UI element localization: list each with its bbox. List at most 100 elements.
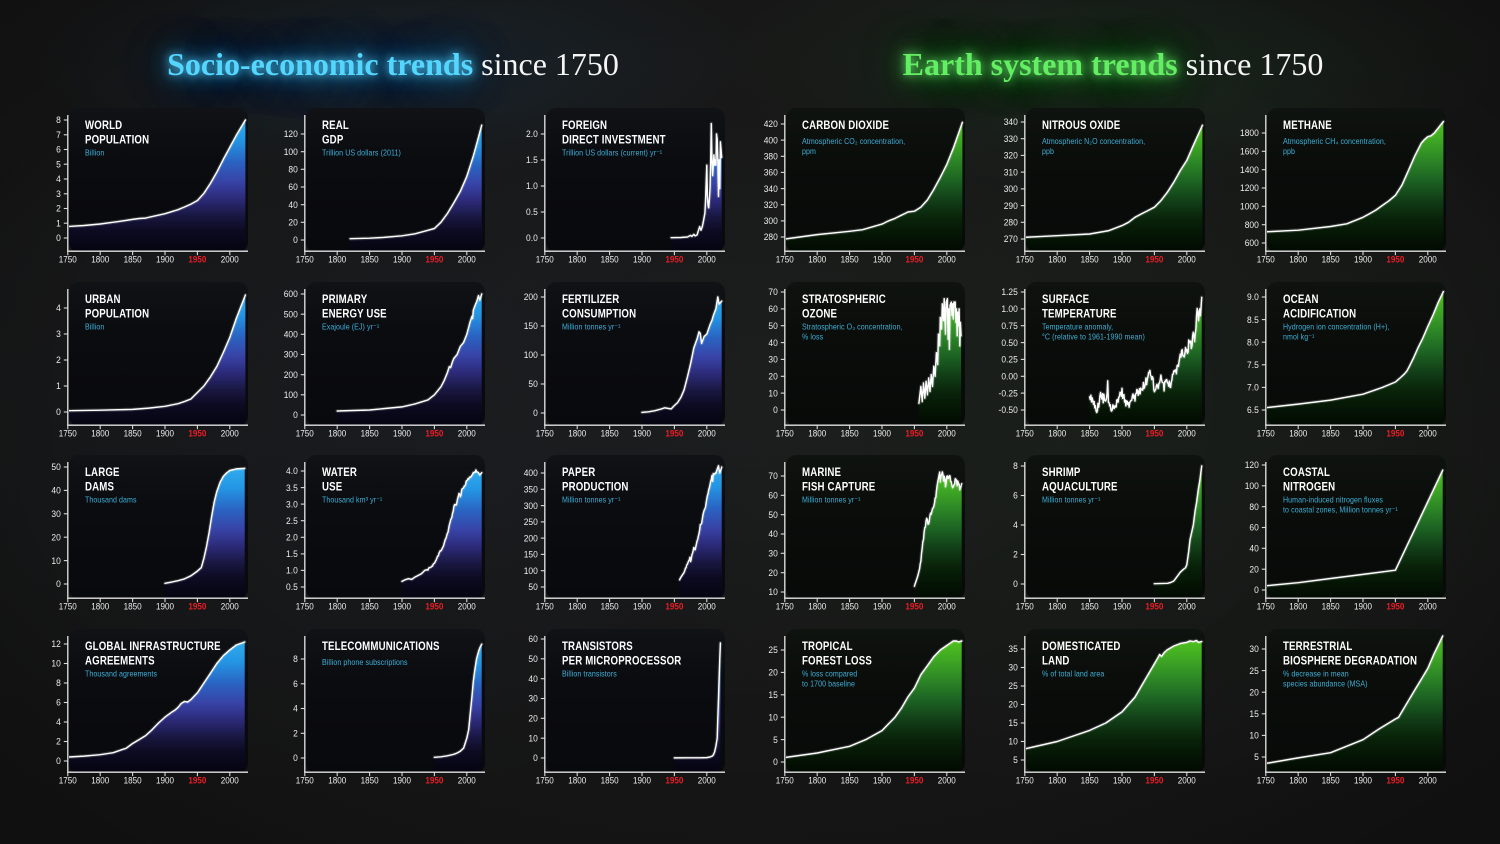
- svg-text:600: 600: [1244, 238, 1258, 248]
- svg-text:1850: 1850: [1080, 254, 1098, 265]
- svg-text:1950: 1950: [905, 601, 923, 612]
- svg-text:1800: 1800: [1289, 601, 1307, 612]
- svg-text:8.0: 8.0: [1247, 337, 1259, 347]
- svg-text:1750: 1750: [58, 601, 76, 612]
- svg-text:200: 200: [524, 291, 538, 301]
- svg-text:% loss compared: % loss compared: [802, 669, 857, 679]
- svg-text:25: 25: [1249, 665, 1258, 675]
- svg-text:1750: 1750: [1256, 601, 1274, 612]
- svg-text:1: 1: [56, 380, 61, 390]
- svg-text:420: 420: [763, 119, 777, 129]
- svg-text:0: 0: [293, 409, 298, 419]
- svg-text:1750: 1750: [536, 254, 554, 265]
- svg-text:100: 100: [284, 147, 298, 157]
- svg-text:NITROUS OXIDE: NITROUS OXIDE: [1042, 119, 1120, 132]
- svg-text:ENERGY USE: ENERGY USE: [322, 307, 387, 320]
- svg-text:TEMPERATURE: TEMPERATURE: [1042, 307, 1117, 320]
- svg-text:CONSUMPTION: CONSUMPTION: [562, 307, 636, 320]
- svg-text:0.25: 0.25: [1001, 354, 1018, 364]
- svg-text:Million tonnes yr⁻¹: Million tonnes yr⁻¹: [802, 495, 861, 505]
- svg-text:2.0: 2.0: [526, 129, 538, 139]
- svg-text:1900: 1900: [1113, 601, 1131, 612]
- svg-text:1750: 1750: [296, 601, 314, 612]
- svg-text:10: 10: [768, 387, 777, 397]
- svg-text:1750: 1750: [296, 428, 314, 439]
- svg-text:1800: 1800: [1048, 254, 1066, 265]
- svg-text:50: 50: [768, 320, 777, 330]
- svg-text:100: 100: [1244, 481, 1258, 491]
- svg-text:7.0: 7.0: [1247, 382, 1259, 392]
- svg-text:1850: 1850: [1080, 428, 1098, 439]
- svg-text:-0.50: -0.50: [998, 404, 1017, 414]
- svg-text:2: 2: [1013, 549, 1018, 559]
- svg-text:400: 400: [763, 135, 777, 145]
- svg-text:1750: 1750: [1256, 428, 1274, 439]
- svg-text:80: 80: [288, 164, 297, 174]
- svg-text:3: 3: [56, 328, 61, 338]
- svg-text:1950: 1950: [425, 428, 443, 439]
- svg-text:1750: 1750: [1015, 601, 1033, 612]
- svg-text:0: 0: [56, 579, 61, 589]
- svg-text:70: 70: [768, 471, 777, 481]
- svg-text:1850: 1850: [1321, 775, 1339, 786]
- svg-text:4: 4: [56, 174, 61, 184]
- svg-text:FOREIGN: FOREIGN: [562, 119, 607, 132]
- svg-text:BIOSPHERE DEGRADATION: BIOSPHERE DEGRADATION: [1283, 654, 1417, 667]
- svg-text:30: 30: [528, 693, 537, 703]
- svg-text:9.0: 9.0: [1247, 291, 1259, 301]
- svg-text:Thousand agreements: Thousand agreements: [85, 669, 157, 679]
- svg-text:0.75: 0.75: [1001, 320, 1018, 330]
- svg-text:2000: 2000: [1177, 601, 1195, 612]
- svg-text:1800: 1800: [1239, 128, 1258, 138]
- svg-text:% loss: % loss: [802, 331, 823, 341]
- svg-text:to coastal zones, Million tonn: to coastal zones, Million tonnes yr⁻¹: [1283, 505, 1398, 515]
- svg-text:60: 60: [1249, 522, 1258, 532]
- svg-text:1850: 1850: [601, 775, 619, 786]
- svg-text:200: 200: [524, 533, 538, 543]
- svg-text:40: 40: [768, 529, 777, 539]
- svg-text:2000: 2000: [458, 428, 476, 439]
- svg-text:Atmospheric CO₂ concentration,: Atmospheric CO₂ concentration,: [802, 136, 905, 146]
- svg-text:12: 12: [51, 638, 60, 648]
- svg-text:0.0: 0.0: [526, 233, 538, 243]
- svg-text:DAMS: DAMS: [85, 481, 114, 494]
- svg-text:1750: 1750: [536, 775, 554, 786]
- svg-text:1.0: 1.0: [286, 565, 298, 575]
- svg-text:0: 0: [1013, 579, 1018, 589]
- svg-text:1900: 1900: [1113, 775, 1131, 786]
- svg-text:2000: 2000: [698, 428, 716, 439]
- svg-text:1750: 1750: [536, 428, 554, 439]
- svg-text:CARBON DIOXIDE: CARBON DIOXIDE: [802, 119, 889, 132]
- svg-text:300: 300: [284, 349, 298, 359]
- svg-text:1800: 1800: [91, 254, 109, 265]
- svg-text:2: 2: [56, 203, 61, 213]
- svg-text:8: 8: [1013, 461, 1018, 471]
- svg-text:URBAN: URBAN: [85, 293, 121, 306]
- svg-text:1200: 1200: [1239, 183, 1258, 193]
- svg-text:LAND: LAND: [1042, 654, 1069, 667]
- svg-text:2000: 2000: [1177, 254, 1195, 265]
- svg-text:1850: 1850: [361, 601, 379, 612]
- svg-text:1850: 1850: [840, 601, 858, 612]
- svg-text:1950: 1950: [1145, 428, 1163, 439]
- svg-text:2000: 2000: [458, 601, 476, 612]
- svg-text:1800: 1800: [1048, 775, 1066, 786]
- svg-text:1850: 1850: [601, 428, 619, 439]
- svg-text:15: 15: [1249, 708, 1258, 718]
- svg-text:30: 30: [1249, 643, 1258, 653]
- svg-text:0: 0: [56, 233, 61, 243]
- svg-text:100: 100: [284, 389, 298, 399]
- svg-text:PRIMARY: PRIMARY: [322, 293, 368, 306]
- svg-text:150: 150: [524, 549, 538, 559]
- svg-text:ppb: ppb: [1042, 146, 1054, 156]
- svg-text:120: 120: [1244, 460, 1258, 470]
- svg-text:10: 10: [1008, 736, 1017, 746]
- svg-text:280: 280: [1003, 217, 1017, 227]
- svg-text:2000: 2000: [938, 428, 956, 439]
- svg-text:REAL: REAL: [322, 119, 349, 132]
- svg-text:1850: 1850: [840, 428, 858, 439]
- svg-text:10: 10: [51, 658, 60, 668]
- svg-text:1850: 1850: [601, 254, 619, 265]
- svg-text:280: 280: [763, 232, 777, 242]
- svg-text:100: 100: [524, 349, 538, 359]
